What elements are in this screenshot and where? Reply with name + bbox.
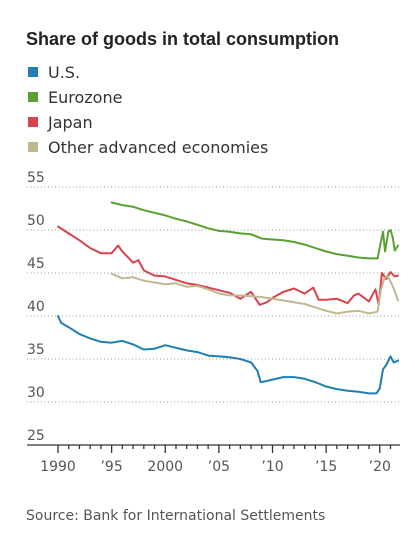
y-tick-label-45: 45 [27,256,45,272]
y-tick-label-25: 25 [27,428,45,444]
legend-swatch-us [28,67,38,77]
legend-label-japan: Japan [47,113,93,132]
y-tick-label-55: 55 [27,170,45,186]
x-tick-label-1995: ’95 [100,459,122,475]
series-layer [57,201,399,395]
legend-label-eurozone: Eurozone [48,88,122,107]
x-tick-label-2015: ’15 [315,459,337,475]
chart-title: Share of goods in total consumption [26,29,339,49]
legend-item-other: Other advanced economies [28,138,268,157]
legend-item-us: U.S. [28,63,80,82]
y-axis-labels: 25 30 35 40 45 50 55 [27,170,45,444]
y-tick-label-30: 30 [27,385,45,401]
series-line-3 [110,272,399,315]
legend: U.S. Eurozone Japan Other advanced econo… [28,63,268,157]
legend-swatch-eurozone [28,92,38,102]
legend-label-other: Other advanced economies [48,138,268,157]
x-tick-label-2010: ’10 [261,459,283,475]
legend-swatch-japan [28,117,38,127]
series-line-1 [110,201,399,260]
source-note: Source: Bank for International Settlemen… [26,508,325,524]
series-line-0 [57,315,399,395]
y-tick-label-50: 50 [27,213,45,229]
legend-item-eurozone: Eurozone [28,88,122,107]
y-tick-label-35: 35 [27,342,45,358]
legend-item-japan: Japan [28,113,93,132]
x-axis: 1990 ’95 2000 ’05 ’10 ’15 ’20 [27,444,400,475]
x-tick-label-2020: ’20 [369,459,391,475]
series-line-2 [57,225,399,306]
x-tick-label-2005: ’05 [208,459,230,475]
legend-label-us: U.S. [48,63,80,82]
y-tick-label-40: 40 [27,299,45,315]
x-tick-label-1990: 1990 [40,459,76,475]
grid-layer [27,186,400,403]
legend-swatch-other [28,142,38,152]
x-tick-label-2000: 2000 [147,459,183,475]
